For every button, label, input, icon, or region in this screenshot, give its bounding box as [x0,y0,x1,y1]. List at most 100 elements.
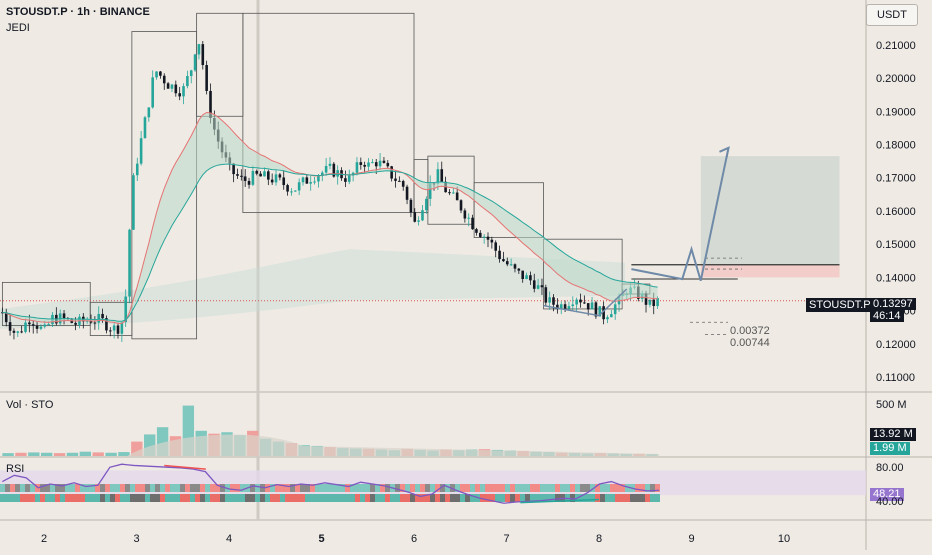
candle-body [186,76,189,87]
strip-cell [500,494,505,502]
strip-cell [640,494,645,502]
currency-button[interactable]: USDT [866,4,918,26]
strip-cell [515,494,520,502]
candle-body [367,162,370,167]
strip-cell [345,484,350,492]
candle-body [105,318,108,331]
candle-body [35,325,39,329]
candle-body [575,299,578,305]
strip-cell [280,494,285,502]
candle-body [552,297,555,305]
strip-cell [205,494,210,502]
strip-cell [30,484,35,492]
x-tick-label: 6 [411,533,417,545]
candle-body [143,117,147,139]
candle-body [644,293,648,305]
vol-value-2: 1.99 M [870,442,910,455]
strip-cell [130,494,135,502]
strip-cell [145,484,150,492]
candle-body [513,264,517,269]
candle-body [532,280,536,289]
strip-cell [635,494,640,502]
strip-cell [210,484,215,492]
strip-cell [520,494,525,502]
strip-cell [180,494,185,502]
strip-cell [590,484,595,492]
candle-body [394,178,397,181]
strip-cell [275,494,280,502]
strip-cell [110,484,115,492]
range-box [543,238,623,310]
strip-cell [400,484,405,492]
strip-cell [0,494,5,502]
candle-body [159,71,162,76]
candle-body [606,317,609,320]
candle-body [24,322,27,332]
candle-body [182,86,185,97]
last-price-tag: 0.13297 [870,298,916,310]
vol-value-1: 13.92 M [870,428,916,441]
strip-cell [615,494,620,502]
strip-cell [350,494,355,502]
strip-cell [375,484,380,492]
candle-body [509,264,513,266]
strip-cell [40,494,45,502]
candle-body [189,70,193,77]
strip-cell [290,484,295,492]
strip-cell [145,494,150,502]
candle-body [263,171,266,177]
strip-cell [85,494,90,502]
candle-body [525,275,528,280]
strip-cell [365,484,370,492]
strip-cell [345,494,350,502]
candle-body [197,44,201,55]
strip-cell [125,484,130,492]
strip-cell [570,494,575,502]
strip-cell [240,494,245,502]
strip-cell [30,494,35,502]
trend-cloud [0,249,625,329]
strip-cell [95,484,100,492]
candle-body [193,54,197,71]
candle-body [282,177,286,186]
strip-cell [300,484,305,492]
strip-cell [455,494,460,502]
candle-body [320,172,324,176]
strip-cell [490,484,495,492]
strip-cell [325,484,330,492]
strip-cell [625,484,630,492]
strip-cell [90,484,95,492]
strip-cell [80,494,85,502]
strip-cell [155,494,160,502]
strip-cell [645,484,650,492]
candle-body [475,229,478,233]
volume-bar [15,452,27,456]
strip-cell [595,494,600,502]
candle-body [259,173,262,177]
x-tick-label: 9 [688,533,694,545]
strip-cell [25,484,30,492]
candle-body [293,190,297,192]
strip-cell [310,494,315,502]
candle-body [89,320,93,323]
strip-cell [490,494,495,502]
x-tick-label: 7 [503,533,509,545]
y-tick-label: 0.20000 [876,73,916,85]
strip-cell [245,494,250,502]
strip-cell [530,484,535,492]
candle-body [267,171,270,180]
strip-cell [330,484,335,492]
strip-cell [375,494,380,502]
strip-cell [505,494,510,502]
strip-cell [585,494,590,502]
candle-body [505,261,509,265]
candle-body [382,160,386,163]
strip-cell [580,484,585,492]
strip-cell [115,484,120,492]
strip-cell [510,494,515,502]
candle-body [209,90,212,118]
strip-cell [150,494,155,502]
candle-body [648,299,652,305]
strip-cell [465,484,470,492]
strip-cell [655,484,660,492]
